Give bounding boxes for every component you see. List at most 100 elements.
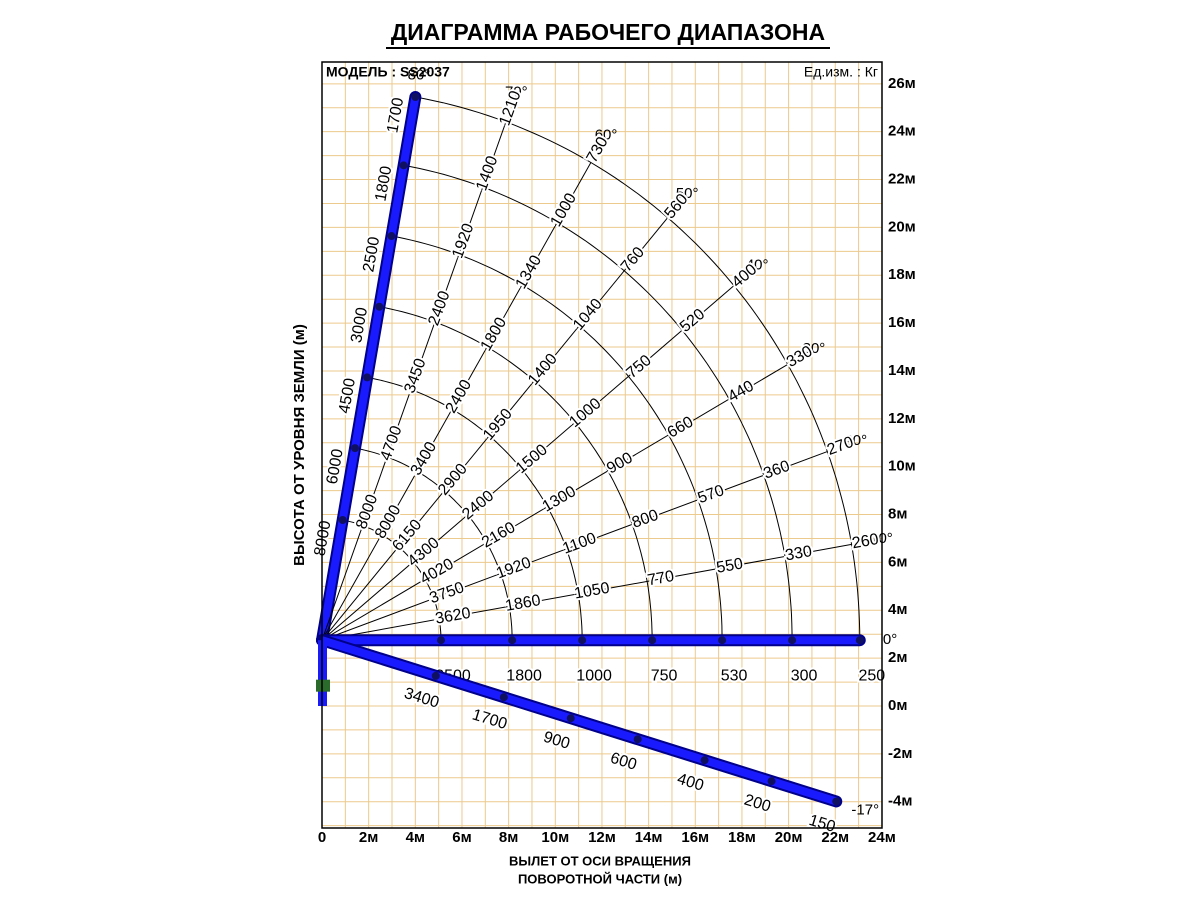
load-label: 530 <box>721 667 748 684</box>
y-tick-label: -4м <box>888 793 912 810</box>
load-label: 400 <box>675 771 706 795</box>
load-label: 4500 <box>336 377 359 415</box>
x-tick-label: 24м <box>868 829 896 846</box>
angle-label: 80° <box>408 67 431 84</box>
load-label: 1210 <box>496 89 524 128</box>
crane-base <box>316 679 330 692</box>
diagram: 80°800060004500300025001800170070°800047… <box>310 67 898 838</box>
angle-label: 70° <box>505 84 528 101</box>
title: ДИАГРАММА РАБОЧЕГО ДИАПАЗОНА <box>391 19 825 45</box>
y-tick-label: 18м <box>888 266 916 283</box>
load-label: 1000 <box>547 190 580 229</box>
model: МОДЕЛЬ : SS2037 <box>326 64 450 80</box>
boom-joint <box>566 714 575 723</box>
angle-label: 30° <box>803 340 826 357</box>
x-axis-label: ПОВОРОТНОЙ ЧАСТИ (м) <box>518 871 682 886</box>
load-label: 1040 <box>570 295 606 333</box>
y-tick-label: 8м <box>888 506 907 523</box>
boom-joint <box>431 671 440 680</box>
load-label: 3400 <box>402 685 441 712</box>
angle-ray <box>321 543 852 641</box>
boom-joint <box>648 636 657 645</box>
x-tick-label: 0 <box>318 829 326 846</box>
load-label: 2900 <box>435 460 471 498</box>
boom-joint <box>633 735 642 744</box>
load-label: 270 <box>825 434 856 459</box>
load-label: 550 <box>715 555 744 576</box>
load-label: 1000 <box>566 395 604 431</box>
load-label: 8000 <box>312 519 335 557</box>
angle-ray <box>321 162 592 641</box>
x-tick-label: 22м <box>821 829 849 846</box>
boom <box>320 636 838 806</box>
y-tick-label: 6м <box>888 553 907 570</box>
angle-label: 60° <box>595 127 618 144</box>
x-tick-label: 8м <box>499 829 518 846</box>
x-tick-label: 16м <box>681 829 709 846</box>
x-axis-label: ВЫЛЕТ ОТ ОСИ ВРАЩЕНИЯ <box>509 853 691 868</box>
load-label: 200 <box>742 792 773 816</box>
load-label: 3450 <box>401 356 429 395</box>
x-tick-label: 18м <box>728 829 756 846</box>
boom-joint <box>387 232 396 241</box>
y-tick-label: 22м <box>888 171 916 188</box>
angle-label: 50° <box>676 185 699 202</box>
angle-ray <box>321 285 735 641</box>
x-tick-label: 4м <box>406 829 425 846</box>
angle-label: 20° <box>844 432 867 449</box>
y-tick-label: 12м <box>888 410 916 427</box>
unit: Ед.изм. : Кг <box>804 64 878 80</box>
load-label: 260 <box>851 531 880 552</box>
load-label: 3620 <box>434 605 472 628</box>
boom-joint <box>832 797 841 806</box>
y-tick-label: 0м <box>888 697 907 714</box>
load-label: 600 <box>608 750 639 774</box>
load-label: 1100 <box>560 530 598 558</box>
plot-frame <box>321 61 883 829</box>
angle-ray <box>321 217 669 641</box>
boom-joint <box>767 777 776 786</box>
x-tick-label: 6м <box>452 829 471 846</box>
load-label: 250 <box>858 667 885 684</box>
angle-label: 0° <box>883 631 897 648</box>
load-label: 570 <box>696 482 727 507</box>
boom-joint <box>499 693 508 702</box>
y-tick-label: 4м <box>888 601 907 618</box>
load-label: 1700 <box>384 96 407 134</box>
load-label: 1800 <box>478 315 511 354</box>
boom-joint <box>718 636 727 645</box>
load-label: 760 <box>618 244 648 275</box>
load-label: 1860 <box>504 592 542 615</box>
x-tick-label: 12м <box>588 829 616 846</box>
y-tick-label: 14м <box>888 362 916 379</box>
x-tick-label: 20м <box>775 829 803 846</box>
load-label: 750 <box>623 352 654 382</box>
boom-joint <box>508 636 517 645</box>
x-tick-label: 10м <box>541 829 569 846</box>
load-label: 1700 <box>470 706 509 733</box>
boom-joint <box>411 92 420 101</box>
boom <box>318 96 420 641</box>
load-label: 1920 <box>494 554 533 582</box>
boom-joint <box>855 636 864 645</box>
boom-joint <box>399 161 408 170</box>
boom-joint <box>351 444 360 453</box>
boom-joint <box>375 302 384 311</box>
boom-joint <box>788 636 797 645</box>
load-label: 1340 <box>513 252 546 291</box>
load-label: 6000 <box>324 447 347 485</box>
load-label: 800 <box>630 507 661 532</box>
angle-ray <box>321 363 788 641</box>
load-label: 3400 <box>408 439 441 478</box>
x-tick-label: 14м <box>635 829 663 846</box>
load-label: 900 <box>541 729 572 753</box>
load-label: 330 <box>784 543 813 564</box>
angle-ray <box>321 451 828 641</box>
boom-joint <box>338 516 347 525</box>
boom-joint <box>363 373 372 382</box>
angle-label: 40° <box>746 257 769 274</box>
load-label: 750 <box>651 667 678 684</box>
x-tick-label: 2м <box>359 829 378 846</box>
y-tick-label: 2м <box>888 649 907 666</box>
